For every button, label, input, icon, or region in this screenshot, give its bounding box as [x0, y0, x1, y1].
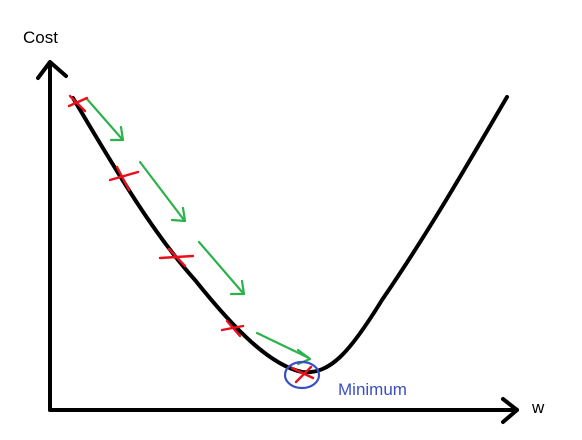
y-axis-arrowhead	[36, 60, 68, 80]
step-marker-x	[290, 365, 315, 384]
x-axis-label: w	[532, 398, 545, 417]
cost-curve	[71, 95, 509, 375]
step-arrow	[197, 240, 246, 296]
minimum-circle	[283, 360, 321, 390]
step-arrow	[85, 97, 125, 142]
step-arrow	[255, 331, 312, 366]
step-marker-x	[67, 94, 89, 113]
step-marker-x	[108, 165, 140, 192]
y-axis-label: Cost	[23, 28, 58, 47]
step-marker-x	[220, 319, 245, 338]
minimum-label: Minimum	[338, 380, 407, 399]
axes	[36, 60, 519, 424]
step-arrow	[138, 160, 187, 223]
step-arrows	[85, 97, 312, 366]
step-marker-x	[158, 247, 195, 268]
x-axis-arrowhead	[501, 397, 519, 424]
step-markers	[67, 94, 315, 384]
